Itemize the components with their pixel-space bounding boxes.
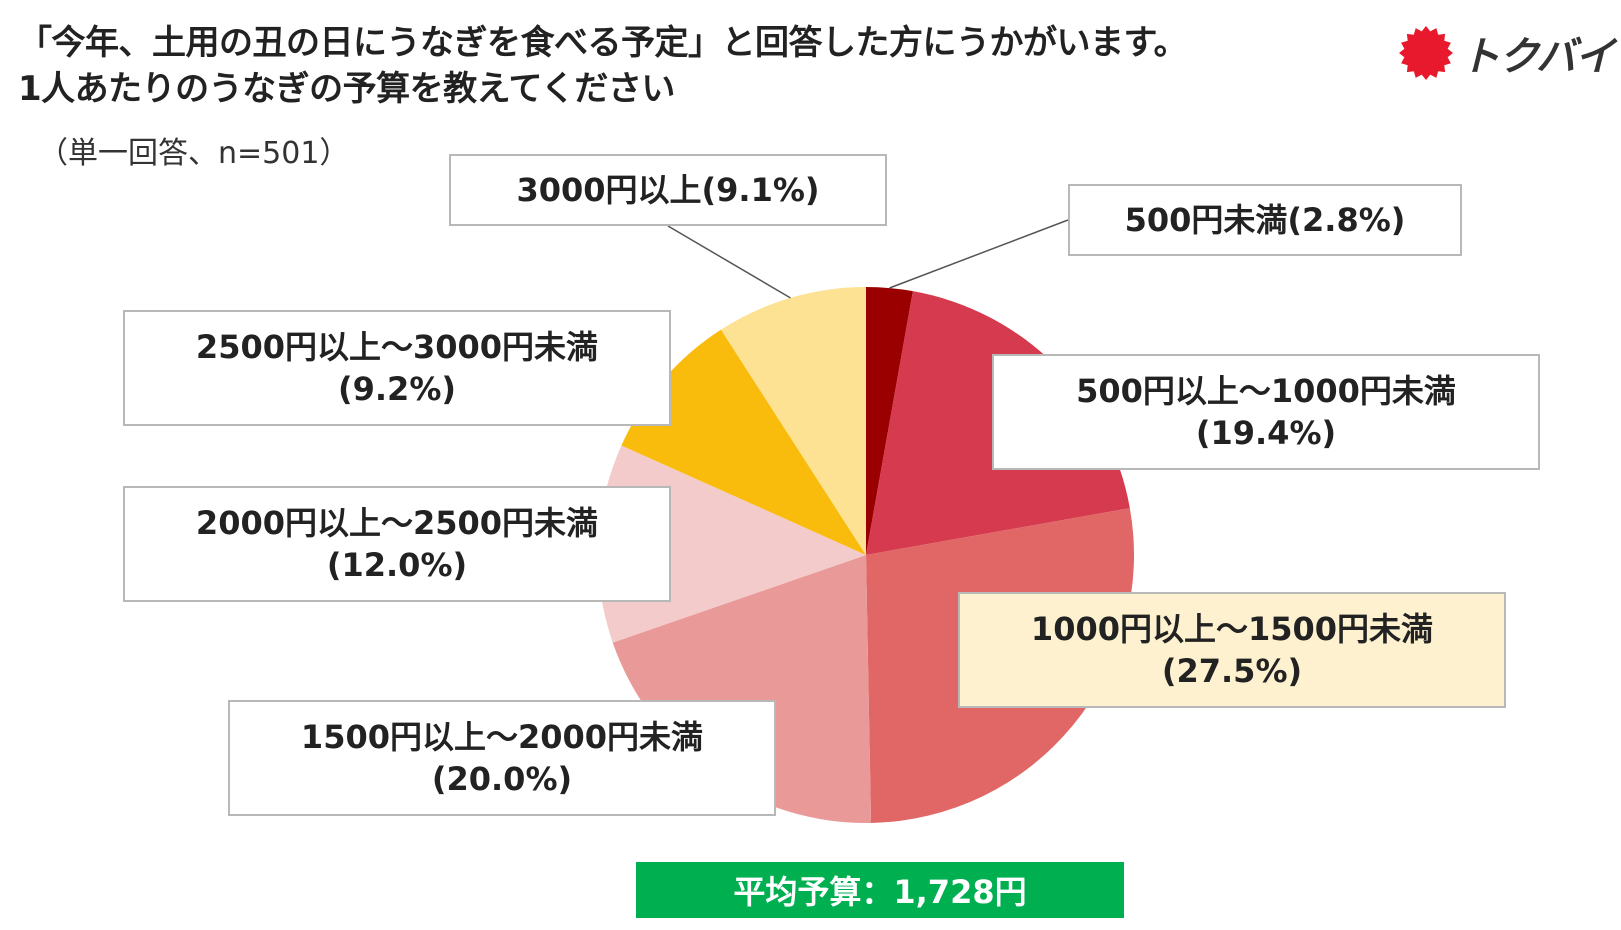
slice-label-line2: (27.5%) [1161, 652, 1303, 690]
red-sun-badge-icon [1399, 26, 1453, 80]
title-line-1: 「今年、土用の丑の日にうなぎを食べる予定」と回答した方にうかがいます。 [18, 23, 1188, 63]
tokubai-logo: トクバイ [1398, 24, 1615, 82]
pie-slice-2500-3000 [621, 329, 866, 555]
title-line-2: 1人あたりのうなぎの予算を教えてください [18, 69, 675, 109]
slice-label-line2: (19.4%) [1195, 414, 1337, 452]
slice-label-line1: 2000円以上～2500円未満 [195, 504, 599, 542]
slice-label-line1: 1000円以上～1500円未満 [1030, 610, 1434, 648]
slice-label-1000-1500: 1000円以上～1500円未満 (27.5%) [958, 592, 1506, 708]
average-budget-banner: 平均予算：1,728円 [636, 862, 1124, 918]
slice-label-2500-3000: 2500円以上～3000円未満 (9.2%) [123, 310, 671, 426]
slice-label-1500-2000: 1500円以上～2000円未満 (20.0%) [228, 700, 776, 816]
logo-text: トクバイ [1460, 34, 1615, 80]
slice-label-line2: (9.2%) [338, 370, 456, 408]
leader-line-under-500 [889, 219, 1069, 289]
slice-label-500-1000: 500円以上～1000円未満 (19.4%) [992, 354, 1540, 470]
slice-label-2000-2500: 2000円以上～2500円未満 (12.0%) [123, 486, 671, 602]
chart-subtitle: （単一回答、n=501） [38, 136, 350, 171]
slice-label-line2: (12.0%) [326, 546, 468, 584]
leader-line-3000-plus [667, 225, 791, 299]
pie-slice-under-500 [866, 287, 913, 555]
slice-label-line1: 500円未満(2.8%) [1124, 201, 1406, 239]
pie-slice-3000-plus [720, 287, 866, 555]
slice-label-line1: 500円以上～1000円未満 [1076, 372, 1456, 410]
slice-label-3000-plus: 3000円以上(9.1%) [449, 154, 887, 226]
slice-label-line1: 2500円以上～3000円未満 [195, 328, 599, 366]
slice-label-line2: (20.0%) [431, 760, 573, 798]
chart-title: 「今年、土用の丑の日にうなぎを食べる予定」と回答した方にうかがいます。 1人あた… [18, 20, 1188, 112]
slice-label-line1: 1500円以上～2000円未満 [300, 718, 704, 756]
slice-label-under-500: 500円未満(2.8%) [1068, 184, 1462, 256]
slice-label-line1: 3000円以上(9.1%) [516, 171, 820, 209]
pie-slice-1500-2000 [612, 555, 872, 823]
